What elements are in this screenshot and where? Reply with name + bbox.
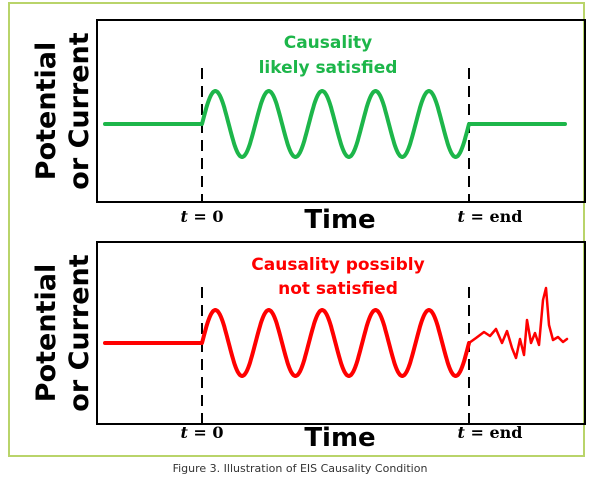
ylabel-line2-top: or Current xyxy=(64,32,95,189)
panel-bottom: Potential or Current Causality possibly … xyxy=(31,241,586,453)
noise-bottom xyxy=(467,286,569,360)
note-line1-top: Causality xyxy=(284,33,373,53)
note-line2-bottom: not satisfied xyxy=(278,279,398,299)
tend-label-bottom: t = end xyxy=(458,423,523,442)
xlabel-bottom: Time xyxy=(304,423,375,453)
ylabel-line1-bottom: Potential xyxy=(31,264,62,402)
signal-bottom xyxy=(103,308,471,378)
figure-frame xyxy=(8,2,585,457)
t0-label-top: t = 0 xyxy=(180,207,223,226)
t0-label-bottom: t = 0 xyxy=(180,423,223,442)
note-line1-bottom: Causality possibly xyxy=(251,255,424,275)
plot-box-top xyxy=(96,19,586,203)
tend-label-top: t = end xyxy=(458,207,523,226)
plot-box-bottom xyxy=(96,241,586,425)
ylabel-line1-top: Potential xyxy=(31,42,62,180)
note-line2-top: likely satisfied xyxy=(259,58,398,78)
signal-top xyxy=(103,89,567,159)
xlabel-top: Time xyxy=(304,205,375,235)
panel-top: Potential or Current Causality likely sa… xyxy=(31,19,586,235)
figure-caption: Figure 3. Illustration of EIS Causality … xyxy=(172,462,428,475)
ylabel-line2-bottom: or Current xyxy=(64,254,95,411)
